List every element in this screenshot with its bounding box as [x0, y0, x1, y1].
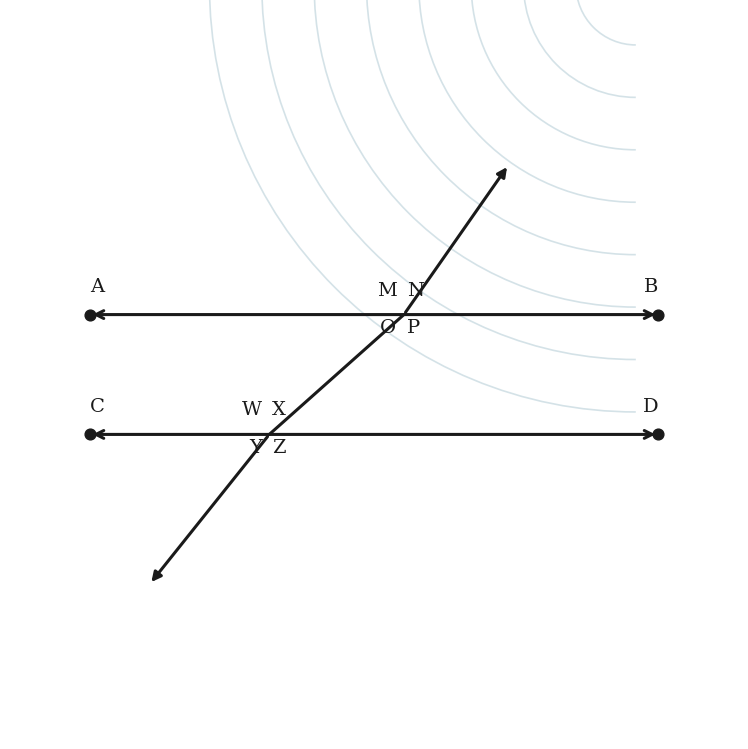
Text: P: P [407, 319, 420, 337]
Text: N: N [407, 282, 424, 300]
Text: O: O [380, 319, 396, 337]
Text: Y: Y [249, 439, 262, 457]
Text: C: C [90, 398, 105, 416]
Point [652, 428, 664, 440]
Text: X: X [272, 401, 286, 419]
Text: D: D [643, 398, 658, 416]
Text: B: B [643, 278, 658, 296]
Text: A: A [91, 278, 104, 296]
Text: W: W [242, 401, 262, 419]
Text: Z: Z [272, 439, 286, 457]
Text: M: M [376, 282, 396, 300]
Point [652, 309, 664, 321]
Point [84, 428, 96, 440]
Point [84, 309, 96, 321]
